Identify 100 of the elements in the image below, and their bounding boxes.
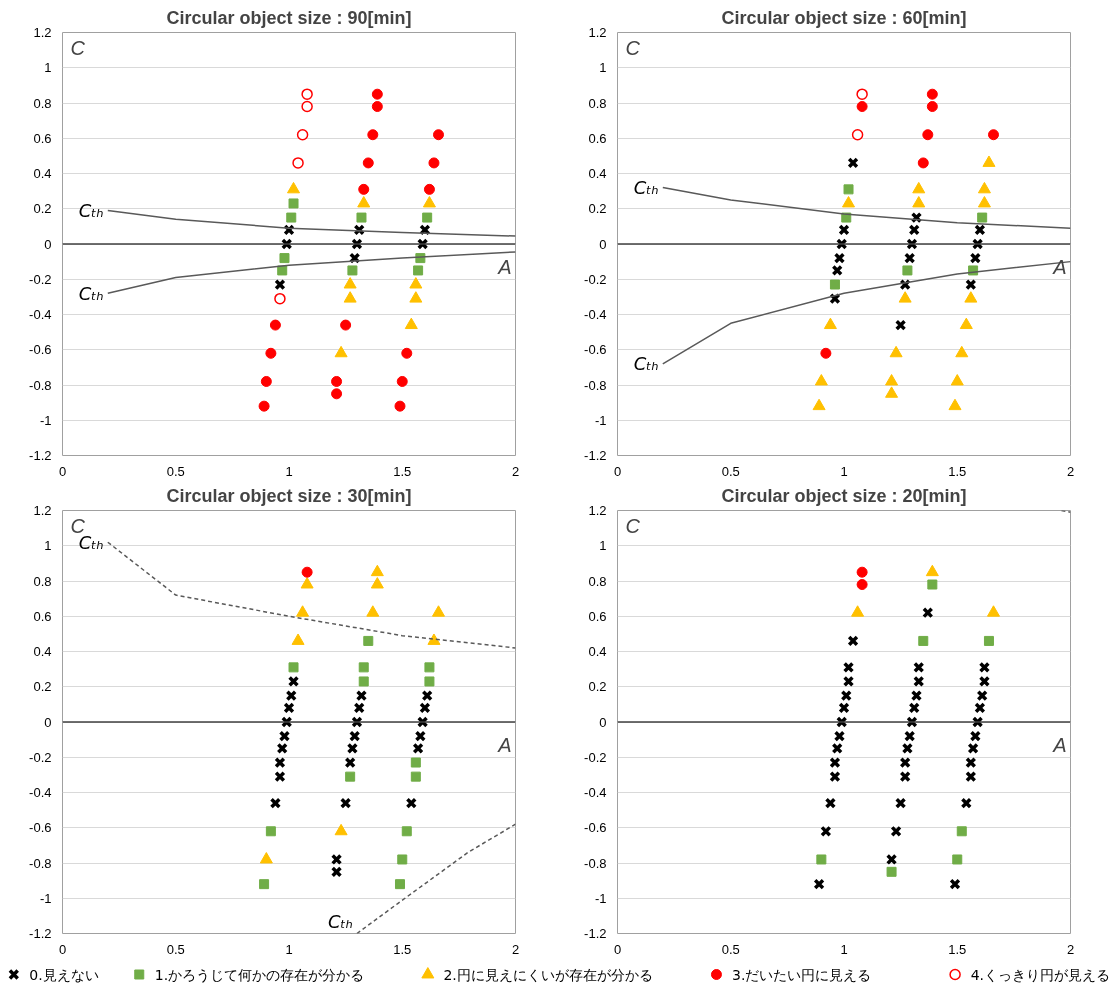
- point: [258, 400, 270, 412]
- y-axis-title: C: [70, 36, 86, 59]
- point: [363, 635, 374, 646]
- y-tick-label: -1.2: [584, 448, 607, 463]
- point: [833, 730, 846, 742]
- point: [829, 756, 841, 769]
- point: [286, 212, 297, 223]
- point: [977, 196, 991, 208]
- point: [956, 826, 967, 837]
- legend-label: 2.円に見えにくいが存在が分かる: [443, 966, 653, 983]
- y-tick-label: -1.2: [584, 926, 607, 941]
- y-tick-label: -1: [39, 412, 52, 428]
- x-tick-label: 0: [58, 463, 67, 479]
- point: [431, 605, 445, 617]
- point: [409, 291, 423, 303]
- point: [967, 742, 979, 755]
- point: [274, 771, 286, 783]
- y-tick-label: -0.6: [584, 342, 607, 358]
- point: [260, 375, 272, 387]
- point: [894, 319, 907, 331]
- point: [843, 184, 854, 195]
- y-tick-label: -0.6: [29, 342, 52, 358]
- point: [978, 661, 991, 673]
- point: [405, 797, 417, 809]
- point: [353, 702, 365, 714]
- x-tick-label: 2: [1066, 941, 1075, 957]
- x-tick-label: 0.5: [721, 941, 740, 957]
- point: [983, 635, 994, 646]
- y-tick-label: 0.6: [33, 130, 52, 146]
- y-tick-label: 1: [599, 60, 607, 76]
- x-tick-label: 0: [613, 463, 622, 479]
- point: [982, 155, 996, 167]
- point: [259, 852, 273, 864]
- point: [847, 157, 859, 169]
- y-tick-label: 0.2: [588, 679, 607, 695]
- legend-label: 3.だいたい円に見える: [731, 966, 872, 983]
- point: [820, 347, 832, 359]
- point: [428, 157, 440, 169]
- point: [899, 771, 911, 783]
- annotation: Cₜₕ: [633, 177, 659, 199]
- point: [344, 756, 356, 769]
- point: [274, 278, 286, 291]
- point: [918, 635, 929, 646]
- point: [922, 607, 934, 619]
- point: [987, 129, 999, 141]
- point: [922, 129, 934, 141]
- y-tick-label: -0.8: [29, 855, 52, 871]
- point: [358, 183, 370, 195]
- point: [421, 689, 433, 702]
- y-tick-label: 0.8: [588, 573, 607, 589]
- x-tick-label: 1.5: [948, 941, 967, 957]
- point: [285, 689, 297, 702]
- chart-title: Circular object size : 60[min]: [721, 7, 967, 28]
- y-tick-label: -1: [594, 890, 607, 906]
- point: [277, 265, 288, 276]
- point: [926, 101, 938, 113]
- y-tick-label: -1: [594, 412, 607, 428]
- point: [413, 265, 424, 276]
- point: [927, 579, 938, 590]
- point: [838, 702, 850, 714]
- x-tick-label: 0.5: [166, 463, 185, 479]
- x-tick-label: 2: [511, 941, 520, 957]
- point: [278, 730, 291, 742]
- y-tick-label: -0.2: [29, 749, 52, 765]
- y-tick-label: 0.4: [588, 644, 607, 659]
- x-tick-label: 0: [58, 941, 67, 957]
- point: [330, 853, 343, 866]
- point: [912, 181, 926, 194]
- y-tick-label: -0.4: [584, 785, 607, 800]
- point: [814, 374, 828, 386]
- point: [838, 224, 850, 236]
- point: [343, 277, 357, 289]
- chart-title: Circular object size : 90[min]: [166, 7, 412, 28]
- y-tick-label: 0.4: [588, 166, 607, 181]
- y-tick-label: -1.2: [29, 448, 52, 463]
- x-tick-label: 2: [1066, 463, 1075, 479]
- point: [969, 252, 982, 264]
- y-tick-label: 0.4: [33, 166, 52, 181]
- line-series: [107, 541, 516, 649]
- point: [371, 101, 383, 113]
- point: [908, 224, 920, 236]
- point: [904, 252, 916, 264]
- point: [856, 101, 868, 113]
- point: [949, 878, 961, 890]
- point: [894, 797, 907, 809]
- point: [394, 400, 406, 412]
- point: [366, 605, 380, 617]
- x-tick-label: 1.5: [393, 463, 412, 479]
- point: [898, 291, 912, 303]
- y-tick-label: 0.2: [33, 679, 52, 695]
- x-tick-label: 0: [613, 941, 622, 957]
- chart-title: Circular object size : 20[min]: [721, 485, 967, 506]
- point: [343, 291, 357, 303]
- point: [976, 689, 988, 702]
- point: [424, 662, 435, 673]
- x-axis-title: A: [1052, 734, 1067, 756]
- point: [419, 702, 431, 714]
- point: [274, 756, 286, 769]
- point: [955, 345, 969, 358]
- point: [331, 375, 343, 387]
